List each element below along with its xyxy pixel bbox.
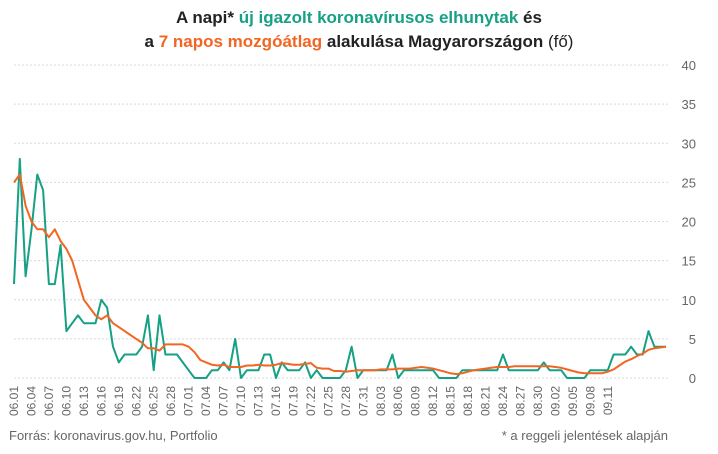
x-tick-label: 09.08 (583, 386, 597, 416)
y-tick-label: 30 (682, 136, 696, 151)
x-tick-label: 06.07 (42, 386, 56, 416)
x-tick-label: 08.30 (531, 386, 545, 416)
average-series-line (13, 173, 667, 376)
x-tick-label: 06.22 (129, 386, 143, 416)
x-tick-label: 07.25 (321, 386, 335, 416)
x-tick-label: 07.31 (356, 386, 370, 416)
x-tick-label: 08.18 (461, 386, 475, 416)
chart-title: A napi* új igazolt koronavírusos elhunyt… (0, 6, 718, 54)
title-part: és (518, 8, 542, 27)
y-tick-label: 15 (682, 254, 696, 269)
title-part: A napi* (176, 8, 239, 27)
y-tick-label: 40 (682, 58, 696, 73)
x-tick-label: 08.09 (409, 386, 423, 416)
x-tick-label: 06.28 (164, 386, 178, 416)
x-tick-label: 07.04 (199, 386, 213, 416)
x-tick-label: 08.27 (513, 386, 527, 416)
x-tick-label: 08.03 (374, 386, 388, 416)
x-tick-label: 06.25 (147, 386, 161, 416)
x-tick-label: 07.10 (234, 386, 248, 416)
title-line-1: A napi* új igazolt koronavírusos elhunyt… (0, 6, 718, 30)
x-tick-label: 09.02 (548, 386, 562, 416)
x-tick-label: 07.07 (217, 386, 231, 416)
x-tick-label: 08.15 (444, 386, 458, 416)
x-tick-label: 07.01 (182, 386, 196, 416)
title-unit: (fő) (543, 32, 574, 51)
title-average-highlight: 7 napos mozgóátlag (158, 32, 323, 51)
title-line-2: a 7 napos mozgóátlag alakulása Magyarors… (0, 30, 718, 54)
x-tick-label: 06.13 (77, 386, 91, 416)
y-tick-label: 5 (689, 332, 696, 347)
x-tick-label: 08.12 (426, 386, 440, 416)
x-tick-label: 07.16 (269, 386, 283, 416)
x-tick-label: 08.21 (479, 386, 493, 416)
title-daily-highlight: új igazolt koronavírusos elhunytak (238, 8, 519, 27)
source-note: Forrás: koronavirus.gov.hu, Portfolio (9, 428, 218, 443)
x-tick-label: 06.19 (112, 386, 126, 416)
x-tick-label: 07.28 (339, 386, 353, 416)
x-tick-label: 06.16 (94, 386, 108, 416)
y-tick-label: 20 (682, 215, 696, 230)
x-tick-label: 07.19 (286, 386, 300, 416)
y-tick-label: 25 (682, 175, 696, 190)
x-tick-label: 06.04 (24, 386, 38, 416)
x-tick-label: 08.24 (496, 386, 510, 416)
x-tick-label: 07.22 (304, 386, 318, 416)
x-tick-label: 09.05 (566, 386, 580, 416)
y-tick-label: 0 (689, 371, 696, 386)
y-tick-label: 35 (682, 97, 696, 112)
x-tick-label: 07.13 (252, 386, 266, 416)
x-tick-label: 06.10 (59, 386, 73, 416)
x-tick-label: 08.06 (391, 386, 405, 416)
x-tick-label: 06.01 (7, 386, 21, 416)
title-part: a (144, 32, 159, 51)
y-tick-label: 10 (682, 293, 696, 308)
footnote: * a reggeli jelentések alapján (501, 428, 668, 443)
title-part: alakulása Magyarországon (322, 32, 544, 51)
daily-series-line (13, 157, 666, 379)
x-tick-label: 09.11 (601, 386, 615, 415)
